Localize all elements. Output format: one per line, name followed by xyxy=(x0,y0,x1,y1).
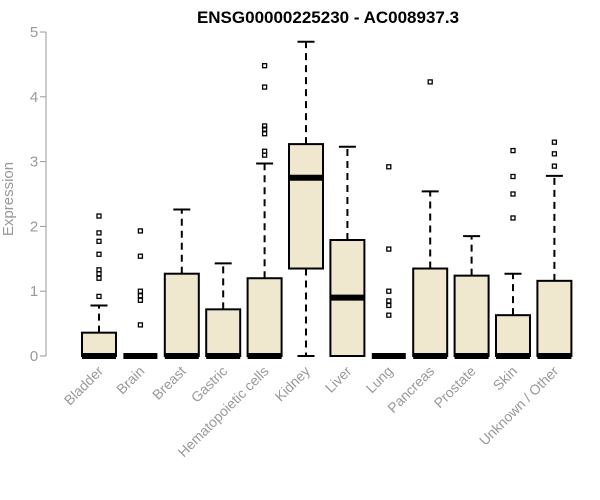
y-axis-label: Expression xyxy=(0,162,17,236)
outlier-point xyxy=(96,251,102,257)
box-prostate xyxy=(453,235,490,359)
box-liver xyxy=(329,145,366,357)
outlier-point xyxy=(137,322,144,328)
box-gastric xyxy=(205,262,242,359)
x-tick-label: Prostate xyxy=(431,363,479,411)
y-tick-label: 0 xyxy=(30,348,38,365)
outlier-point xyxy=(96,267,102,273)
outlier-point xyxy=(261,84,268,90)
box-iqr xyxy=(412,267,449,357)
x-tick-label: Liver xyxy=(322,363,355,396)
y-tick-label: 1 xyxy=(30,283,38,300)
outlier-point xyxy=(96,275,102,281)
outlier-point xyxy=(386,298,392,304)
outlier-point xyxy=(137,253,144,259)
outlier-point xyxy=(96,293,102,300)
outlier-point xyxy=(261,63,268,69)
box-iqr xyxy=(81,331,117,357)
outlier-point xyxy=(427,79,433,85)
x-tick-label: Kidney xyxy=(272,363,314,405)
outlier-point xyxy=(510,173,516,180)
y-tick-label: 2 xyxy=(30,218,38,235)
box-brain xyxy=(123,228,158,359)
outlier-point xyxy=(551,151,558,157)
box-iqr xyxy=(163,272,200,358)
outlier-point xyxy=(137,228,144,234)
outlier-point xyxy=(261,126,268,132)
box-iqr xyxy=(288,143,324,270)
box-pancreas xyxy=(412,79,449,359)
box-iqr xyxy=(536,279,573,357)
x-tick-label: Breast xyxy=(149,363,189,403)
outlier-point xyxy=(96,230,102,236)
outlier-point xyxy=(510,147,516,154)
box-lung xyxy=(371,164,406,359)
x-tick-label: Bladder xyxy=(61,363,107,409)
y-tick-label: 4 xyxy=(30,89,38,106)
outlier-point xyxy=(261,123,268,129)
outlier-point xyxy=(137,293,144,299)
outlier-point xyxy=(510,215,516,221)
outlier-point xyxy=(510,191,516,197)
chart-title: ENSG00000225230 - AC008937.3 xyxy=(197,8,459,27)
box-bladder xyxy=(81,213,117,359)
outlier-point xyxy=(261,148,268,154)
outlier-point xyxy=(386,302,392,309)
y-tick-label: 3 xyxy=(30,154,38,171)
outlier-point xyxy=(261,131,268,137)
outlier-point xyxy=(551,163,558,169)
box-kidney xyxy=(288,40,324,357)
y-axis: 0 1 2 3 4 5 xyxy=(30,24,47,365)
outlier-point xyxy=(96,238,102,244)
outlier-point xyxy=(137,288,144,294)
outlier-point xyxy=(386,288,392,294)
box-iqr xyxy=(246,277,283,357)
box-iqr xyxy=(495,314,531,357)
y-tick-label: 5 xyxy=(30,24,38,41)
outlier-point xyxy=(551,139,558,145)
x-tick-label: Brain xyxy=(113,363,147,397)
x-tick-label: Lung xyxy=(363,363,396,396)
box-unknown-other xyxy=(536,139,573,359)
box-iqr xyxy=(205,308,242,357)
outlier-point xyxy=(137,297,144,303)
box-skin xyxy=(495,147,531,359)
box-iqr xyxy=(453,274,490,358)
boxes-group xyxy=(81,40,573,359)
outlier-point xyxy=(386,164,392,170)
box-breast xyxy=(163,208,200,359)
x-tick-label: Skin xyxy=(490,363,521,394)
outlier-point xyxy=(386,312,392,318)
box-hematopoietic-cells xyxy=(246,63,283,359)
x-tick-label: Unknown / Other xyxy=(476,363,562,449)
outlier-point xyxy=(96,213,102,219)
outlier-point xyxy=(386,246,392,252)
